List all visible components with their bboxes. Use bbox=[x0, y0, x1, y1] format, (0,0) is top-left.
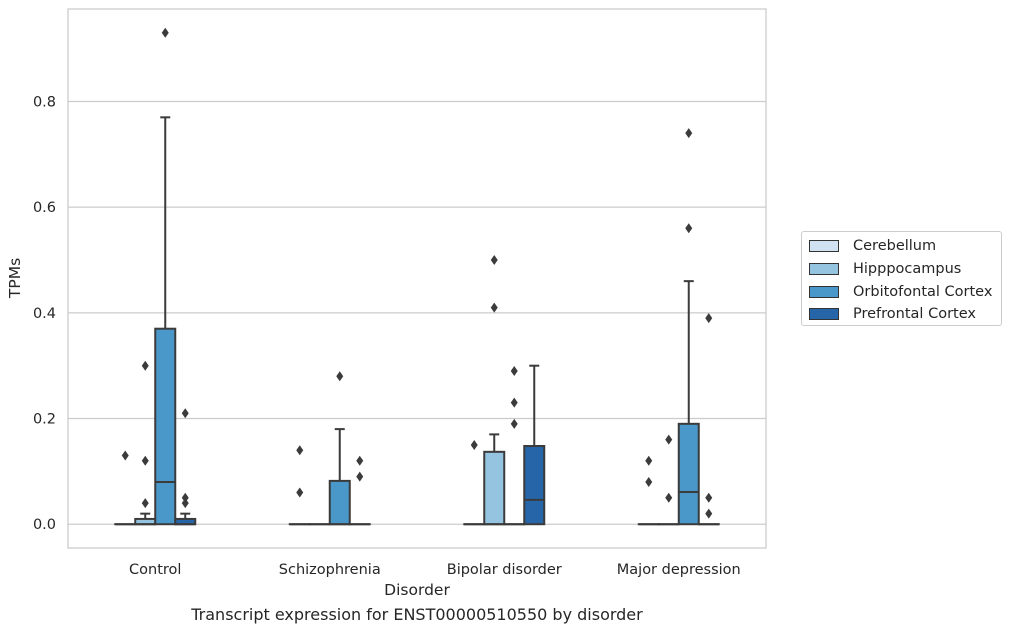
box-element bbox=[463, 439, 486, 526]
box-element bbox=[523, 364, 546, 526]
legend: Cerebellum Hipppocampus Orbitofontal Cor… bbox=[801, 231, 1002, 326]
legend-label: Hipppocampus bbox=[853, 261, 962, 278]
outlier-point bbox=[685, 223, 693, 234]
x-tick-label: Bipolar disorder bbox=[447, 562, 562, 578]
figure-caption: Transcript expression for ENST0000051055… bbox=[191, 605, 643, 624]
legend-item-cerebellum: Cerebellum bbox=[809, 235, 1001, 258]
legend-label: Orbitofontal Cortex bbox=[853, 283, 993, 300]
x-axis-label: Disorder bbox=[384, 581, 450, 599]
box bbox=[154, 327, 177, 526]
y-tick-labels: 0.0 0.2 0.4 0.6 0.8 bbox=[33, 94, 56, 533]
box-element bbox=[174, 408, 197, 526]
outlier-point bbox=[141, 498, 149, 509]
legend-swatch bbox=[809, 240, 839, 253]
outlier-point bbox=[510, 418, 518, 429]
box-element bbox=[114, 450, 137, 526]
legend-label: Prefrontal Cortex bbox=[853, 306, 976, 323]
outlier-point bbox=[356, 471, 364, 482]
box-element bbox=[328, 371, 351, 526]
box bbox=[523, 445, 546, 526]
y-tick-label: 0.8 bbox=[33, 94, 56, 110]
y-tick-label: 0.6 bbox=[33, 200, 56, 216]
box bbox=[328, 479, 351, 526]
box-element bbox=[677, 128, 700, 526]
outlier-point bbox=[296, 445, 304, 456]
y-tick-label: 0.0 bbox=[33, 517, 56, 533]
box bbox=[483, 450, 506, 526]
legend-swatch bbox=[809, 308, 839, 321]
legend-item-orbitofrontal-cortex: Orbitofontal Cortex bbox=[809, 280, 1001, 303]
outlier-point bbox=[645, 455, 653, 466]
outlier-point bbox=[470, 439, 478, 450]
legend-item-prefrontal-cortex: Prefrontal Cortex bbox=[809, 303, 1001, 326]
outlier-point bbox=[645, 476, 653, 487]
box-element bbox=[348, 455, 371, 526]
legend-item-hippocampus: Hipppocampus bbox=[809, 258, 1001, 281]
x-tick-label: Major depression bbox=[617, 562, 741, 578]
outlier-point bbox=[685, 128, 693, 139]
outlier-point bbox=[356, 455, 364, 466]
x-tick-label: Control bbox=[129, 562, 181, 578]
outlier-point bbox=[490, 255, 498, 266]
outlier-point bbox=[181, 408, 189, 419]
outlier-point bbox=[705, 313, 713, 324]
plot-frame bbox=[67, 8, 767, 549]
outlier-point bbox=[181, 492, 189, 503]
y-axis-label: TPMs bbox=[6, 258, 24, 299]
outlier-point bbox=[665, 492, 673, 503]
outlier-point bbox=[665, 434, 673, 445]
outlier-point bbox=[121, 450, 129, 461]
box-element bbox=[288, 445, 311, 526]
x-tick-label: Schizophrenia bbox=[279, 562, 381, 578]
x-tick-labels: Control Schizophrenia Bipolar disorder Majo… bbox=[129, 562, 741, 578]
outlier-point bbox=[705, 508, 713, 519]
outlier-point bbox=[141, 360, 149, 371]
outlier-point bbox=[510, 365, 518, 376]
outlier-point bbox=[705, 492, 713, 503]
box bbox=[677, 422, 700, 526]
outlier-point bbox=[181, 498, 189, 509]
box-element bbox=[134, 360, 157, 526]
y-tick-label: 0.4 bbox=[33, 306, 56, 322]
outlier-point bbox=[141, 455, 149, 466]
legend-swatch bbox=[809, 263, 839, 276]
box-element bbox=[154, 27, 177, 526]
outlier-point bbox=[510, 397, 518, 408]
outlier-point bbox=[296, 487, 304, 498]
outlier-point bbox=[490, 302, 498, 313]
outlier-point bbox=[336, 371, 344, 382]
box-element bbox=[637, 455, 660, 526]
box-element bbox=[503, 365, 526, 526]
box-element bbox=[657, 434, 680, 526]
y-tick-label: 0.2 bbox=[33, 412, 56, 428]
plot-boxes bbox=[114, 27, 720, 526]
outlier-point bbox=[161, 27, 169, 38]
legend-label: Cerebellum bbox=[853, 238, 937, 255]
legend-swatch bbox=[809, 285, 839, 298]
box-element bbox=[697, 313, 720, 526]
box-element bbox=[483, 255, 506, 526]
